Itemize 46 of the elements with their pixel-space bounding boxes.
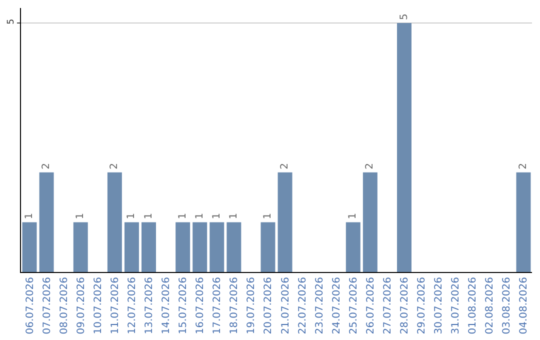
x-tick-label: 09.07.2026 — [76, 277, 87, 334]
x-tick-label: 11.07.2026 — [110, 277, 121, 334]
x-tick-label: 17.07.2026 — [212, 277, 224, 334]
x-tick-label: 14.07.2026 — [161, 277, 172, 334]
x-tick-label: 12.07.2026 — [126, 277, 138, 334]
data-label: 2 — [518, 163, 529, 170]
data-label: 2 — [364, 163, 376, 170]
x-tick-label: 20.07.2026 — [263, 277, 274, 334]
x-tick-label: 27.07.2026 — [382, 277, 394, 334]
x-tick-label: 07.07.2026 — [42, 277, 53, 334]
x-tick-label: 31.07.2026 — [450, 277, 462, 334]
x-tick-label: 25.07.2026 — [348, 277, 360, 334]
x-tick-label: 13.07.2026 — [144, 277, 155, 334]
data-label: 1 — [228, 212, 240, 220]
data-label: 5 — [398, 14, 410, 20]
x-tick-label: 02.08.2026 — [484, 277, 496, 334]
x-tick-label: 04.08.2026 — [518, 277, 530, 334]
x-tick-label: 24.07.2026 — [331, 277, 342, 334]
x-tick-label: 15.07.2026 — [178, 277, 190, 334]
x-tick-label: 29.07.2026 — [416, 277, 428, 334]
data-label: 1 — [194, 212, 206, 220]
x-tick-label: 19.07.2026 — [246, 277, 258, 334]
x-tick-label: 10.07.2026 — [92, 277, 104, 334]
x-tick-label: 28.07.2026 — [400, 277, 410, 334]
data-label: 2 — [280, 163, 291, 170]
data-label: 1 — [177, 212, 188, 220]
x-tick-label: 18.07.2026 — [229, 277, 240, 334]
x-tick-label: 30.07.2026 — [434, 277, 445, 334]
data-label: 1 — [262, 212, 274, 220]
data-label: 1 — [143, 212, 154, 220]
x-tick-label: 16.07.2026 — [195, 277, 206, 334]
x-tick-label: 22.07.2026 — [297, 277, 308, 334]
data-label: 2 — [109, 163, 120, 170]
data-label: 1 — [75, 212, 86, 220]
data-label: 1 — [211, 212, 222, 220]
data-label: 2 — [41, 163, 52, 170]
x-tick-label: 08.07.2026 — [58, 277, 70, 334]
data-label: 1 — [24, 212, 36, 220]
x-tick-label: 21.07.2026 — [280, 277, 292, 334]
x-tick-label: 26.07.2026 — [365, 277, 376, 334]
x-tick-label: 01.08.2026 — [468, 277, 479, 334]
data-label: 1 — [348, 212, 359, 220]
x-tick-label: 06.07.2026 — [24, 277, 36, 334]
x-tick-label: 03.08.2026 — [502, 277, 513, 334]
x-tick-label: 23.07.2026 — [314, 277, 326, 334]
data-label: 1 — [126, 212, 138, 220]
